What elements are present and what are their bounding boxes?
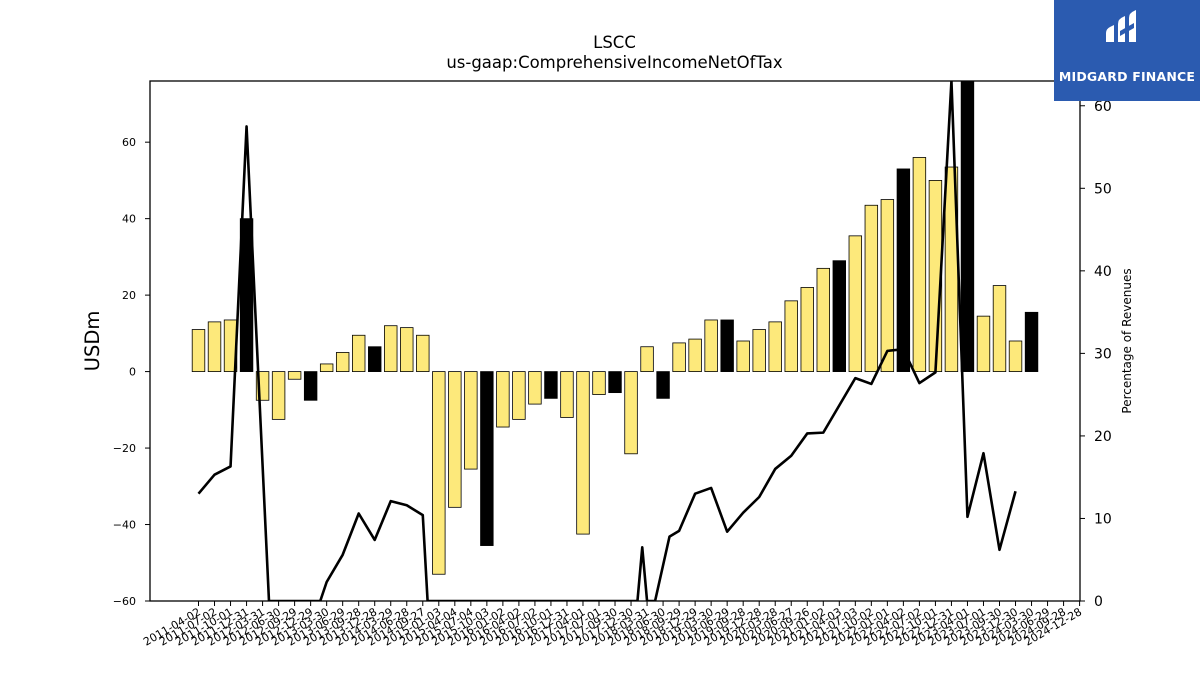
bar (752, 329, 766, 372)
bar (1008, 340, 1023, 372)
bar (640, 346, 654, 372)
bar (544, 371, 558, 399)
bar (960, 81, 975, 372)
bar (848, 235, 863, 372)
bar (688, 338, 702, 372)
y-tick-label: 60 (122, 136, 136, 149)
bar (784, 300, 798, 372)
bar (496, 371, 510, 428)
percentage-line (197, 81, 1017, 601)
bar (656, 371, 670, 399)
bar (1024, 311, 1039, 372)
bar (351, 334, 366, 372)
bar (720, 319, 734, 372)
bar (384, 325, 398, 372)
bar (335, 352, 350, 372)
y2-tick-label: 30 (1094, 346, 1112, 362)
bar (912, 157, 927, 372)
bar (592, 371, 606, 395)
bar (319, 363, 334, 372)
y2-tick-label: 40 (1094, 264, 1112, 280)
bar (736, 340, 750, 372)
chart-subtitle: us-gaap:ComprehensiveIncomeNetOfTax (446, 53, 783, 72)
bar (896, 168, 911, 372)
bar (303, 371, 318, 401)
bar (880, 199, 895, 372)
y-tick-label: −40 (113, 519, 136, 532)
bar (560, 371, 574, 418)
y-tick-label: 0 (129, 366, 136, 379)
chart-title: LSCC (593, 33, 636, 52)
bar (976, 315, 991, 372)
bar (528, 371, 542, 405)
bar (207, 321, 222, 372)
bar (608, 371, 622, 394)
bar (239, 218, 254, 372)
bar (271, 371, 286, 420)
bar (480, 371, 494, 546)
bar (400, 327, 414, 372)
y-axis-label: USDm (81, 311, 104, 372)
y2-tick-label: 0 (1094, 594, 1103, 610)
bar (672, 342, 686, 372)
bar (816, 267, 830, 372)
bar (191, 329, 206, 372)
bar (368, 346, 382, 372)
y2-tick-label: 10 (1094, 511, 1112, 527)
brand-logo: MIDGARD FINANCE (1054, 0, 1200, 101)
bar (800, 287, 814, 372)
bar (287, 371, 302, 380)
bar (992, 285, 1007, 372)
y2-axis-label: Percentage of Revenues (1120, 268, 1134, 413)
bar (704, 319, 718, 372)
brand-name: MIDGARD FINANCE (1058, 69, 1196, 84)
bar (624, 371, 638, 455)
y-tick-label: −60 (113, 595, 136, 608)
y2-tick-label: 50 (1094, 181, 1112, 197)
bar (512, 371, 526, 420)
bar (464, 371, 478, 470)
bar (416, 334, 430, 372)
bar (864, 204, 879, 372)
bar (832, 260, 847, 372)
y2-tick-label: 20 (1094, 429, 1112, 445)
midgard-logo-icon (1106, 10, 1136, 42)
y2-tick-label: 60 (1094, 99, 1112, 115)
bar (448, 371, 462, 508)
bar (768, 321, 782, 372)
bar (576, 371, 590, 535)
y-tick-label: 40 (122, 213, 136, 226)
y-tick-label: −20 (113, 442, 136, 455)
bar (432, 371, 446, 575)
y-tick-label: 20 (122, 289, 136, 302)
